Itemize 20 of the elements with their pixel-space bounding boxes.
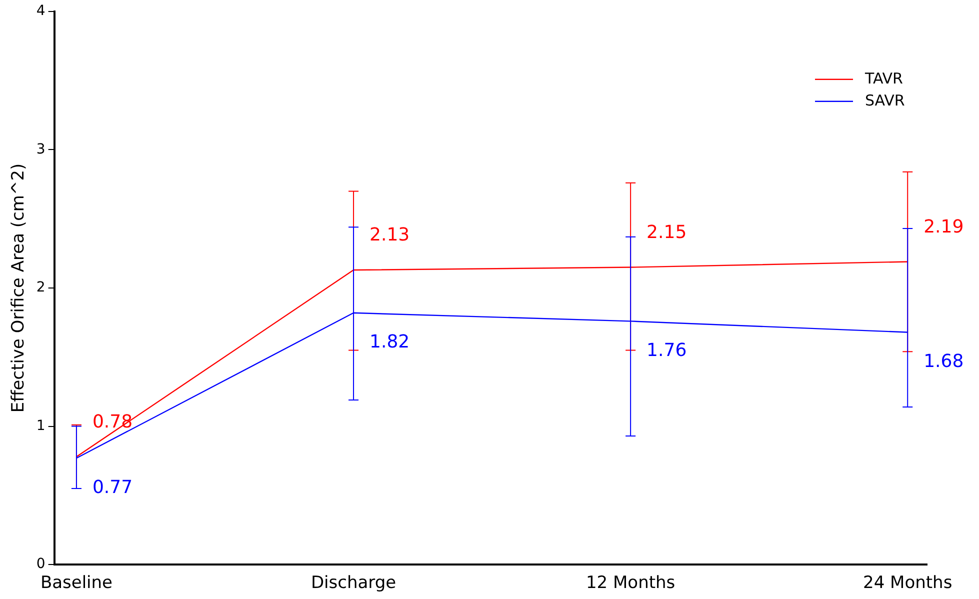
legend-label: TAVR: [864, 69, 903, 88]
data-label: 1.68: [924, 350, 964, 372]
y-tick-label: 0: [36, 556, 46, 572]
y-tick-label: 2: [36, 280, 46, 296]
data-label: 2.13: [370, 224, 410, 246]
y-tick-label: 4: [36, 3, 46, 20]
x-tick-label: Baseline: [40, 573, 113, 594]
data-label: 0.78: [92, 411, 133, 432]
legend-label: SAVR: [865, 91, 905, 110]
x-tick-label: 24 Months: [863, 573, 952, 594]
data-label: 2.15: [646, 222, 687, 243]
data-label: 0.77: [92, 476, 133, 498]
data-label: 1.76: [646, 340, 687, 361]
y-tick-label: 1: [36, 418, 46, 434]
y-axis-title: Effective Orifice Area (cm^2): [8, 163, 29, 413]
data-label: 2.19: [924, 216, 964, 238]
data-label: 1.82: [370, 332, 410, 353]
x-tick-label: 12 Months: [586, 573, 676, 594]
x-tick-label: Discharge: [310, 573, 396, 594]
y-tick-label: 3: [36, 141, 46, 158]
